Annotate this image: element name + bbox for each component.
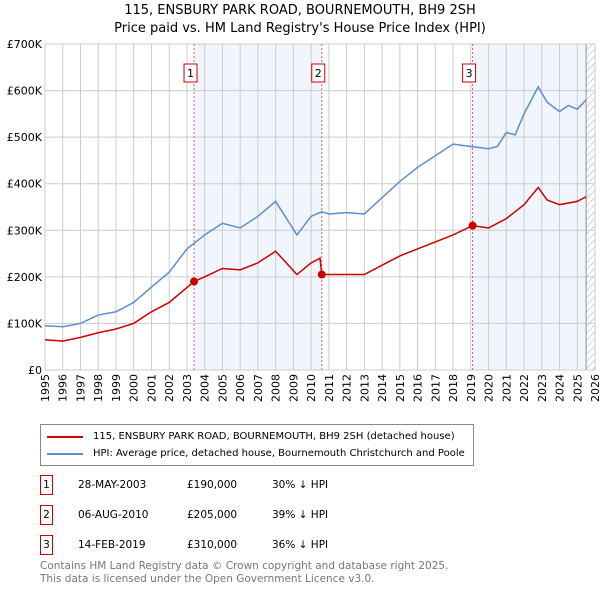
sale-label-box bbox=[311, 63, 326, 83]
y-tick-label: £300K bbox=[7, 224, 43, 237]
sale-label-box bbox=[462, 63, 477, 83]
transaction-row: 1 28-MAY-2003 £190,000 30% ↓ HPI bbox=[40, 475, 440, 495]
x-tick-label: 2024 bbox=[554, 374, 567, 402]
legend-swatch bbox=[47, 452, 83, 455]
series-line-price-paid bbox=[44, 186, 587, 342]
x-tick-label: 1998 bbox=[92, 374, 105, 402]
x-tick-label: 2021 bbox=[500, 374, 513, 402]
legend: 115, ENSBURY PARK ROAD, BOURNEMOUTH, BH9… bbox=[40, 424, 474, 466]
footer-line: Contains HM Land Registry data © Crown c… bbox=[40, 560, 449, 572]
shaded-range bbox=[472, 44, 587, 370]
x-tick-label: 1997 bbox=[74, 374, 87, 402]
transaction-hpi-diff: 36% ↓ HPI bbox=[272, 539, 329, 551]
x-tick-label: 2008 bbox=[270, 374, 283, 402]
transaction-price: £310,000 bbox=[187, 539, 238, 551]
legend-label: HPI: Average price, detached house, Bour… bbox=[93, 448, 465, 459]
transaction-date: 06-AUG-2010 bbox=[78, 509, 149, 521]
chart-title: 115, ENSBURY PARK ROAD, BOURNEMOUTH, BH9… bbox=[124, 3, 476, 18]
footer: Contains HM Land Registry data © Crown c… bbox=[40, 560, 448, 586]
x-tick-label: 1996 bbox=[57, 374, 70, 402]
transaction-hpi-diff: 30% ↓ HPI bbox=[272, 479, 329, 491]
transaction-marker: 2 bbox=[40, 505, 53, 525]
transaction-hpi-diff: 39% ↓ HPI bbox=[272, 509, 329, 521]
transaction-date: 28-MAY-2003 bbox=[78, 479, 147, 491]
forecast-hatch bbox=[586, 44, 595, 370]
y-tick-label: £700K bbox=[7, 38, 43, 51]
sale-label: 1 bbox=[187, 67, 194, 80]
transaction-row: 2 06-AUG-2010 £205,000 39% ↓ HPI bbox=[40, 505, 440, 525]
transaction-row: 3 14-FEB-2019 £310,000 36% ↓ HPI bbox=[40, 535, 440, 555]
x-tick-label: 2022 bbox=[518, 374, 531, 402]
x-tick-label: 2020 bbox=[483, 374, 496, 402]
transaction-marker: 1 bbox=[40, 475, 53, 495]
x-tick-label: 2014 bbox=[376, 374, 389, 402]
transaction-price: £190,000 bbox=[187, 479, 238, 491]
chart-subtitle: Price paid vs. HM Land Registry's House … bbox=[114, 21, 486, 36]
y-tick-label: £400K bbox=[7, 178, 43, 191]
x-tick-label: 2006 bbox=[234, 374, 247, 402]
sale-label: 3 bbox=[466, 67, 473, 80]
y-tick-label: £500K bbox=[7, 131, 43, 144]
x-tick-label: 2011 bbox=[323, 374, 336, 402]
transaction-marker: 3 bbox=[40, 535, 53, 555]
x-tick-label: 2015 bbox=[394, 374, 407, 402]
sale-label-box bbox=[183, 63, 198, 83]
transaction-date: 14-FEB-2019 bbox=[78, 539, 146, 551]
x-tick-label: 2002 bbox=[163, 374, 176, 402]
plot-border bbox=[44, 43, 596, 371]
x-tick-label: 2019 bbox=[465, 374, 478, 402]
x-tick-label: 2004 bbox=[199, 374, 212, 402]
y-tick-label: £0 bbox=[28, 364, 42, 377]
y-tick-label: £600K bbox=[7, 85, 43, 98]
x-tick-label: 1999 bbox=[110, 374, 123, 402]
legend-label: 115, ENSBURY PARK ROAD, BOURNEMOUTH, BH9… bbox=[93, 431, 455, 442]
y-tick-label: £100K bbox=[7, 317, 43, 330]
x-tick-label: 2013 bbox=[358, 374, 371, 402]
x-tick-label: 2012 bbox=[341, 374, 354, 402]
x-tick-label: 2005 bbox=[216, 374, 229, 402]
x-tick-label: 2023 bbox=[536, 374, 549, 402]
x-tick-label: 2009 bbox=[287, 374, 300, 402]
legend-swatch bbox=[47, 435, 83, 438]
x-tick-label: 2016 bbox=[412, 374, 425, 402]
x-tick-label: 2001 bbox=[145, 374, 158, 402]
x-tick-label: 2000 bbox=[128, 374, 141, 402]
transaction-price: £205,000 bbox=[187, 509, 238, 521]
sale-point bbox=[317, 270, 326, 279]
sale-point bbox=[468, 221, 477, 230]
series-line-hpi bbox=[44, 85, 587, 328]
x-tick-label: 2026 bbox=[589, 374, 600, 402]
x-tick-label: 2003 bbox=[181, 374, 194, 402]
x-tick-label: 1995 bbox=[39, 374, 52, 402]
x-tick-label: 2017 bbox=[429, 374, 442, 402]
legend-item-hpi: HPI: Average price, detached house, Bour… bbox=[47, 445, 465, 462]
plot-area: 1995 1996 1997 1998 1999 2000 2001 2002 2003 2004… bbox=[7, 38, 600, 402]
x-tick-label: 2025 bbox=[571, 374, 584, 402]
x-tick-label: 2018 bbox=[447, 374, 460, 402]
footer-line: This data is licensed under the Open Gov… bbox=[40, 573, 375, 585]
x-tick-label: 2007 bbox=[252, 374, 265, 402]
x-tick-label: 2010 bbox=[305, 374, 318, 402]
sale-label: 2 bbox=[315, 67, 322, 80]
legend-item-price: 115, ENSBURY PARK ROAD, BOURNEMOUTH, BH9… bbox=[47, 428, 465, 445]
sale-point bbox=[190, 277, 199, 286]
y-tick-label: £200K bbox=[7, 271, 43, 284]
